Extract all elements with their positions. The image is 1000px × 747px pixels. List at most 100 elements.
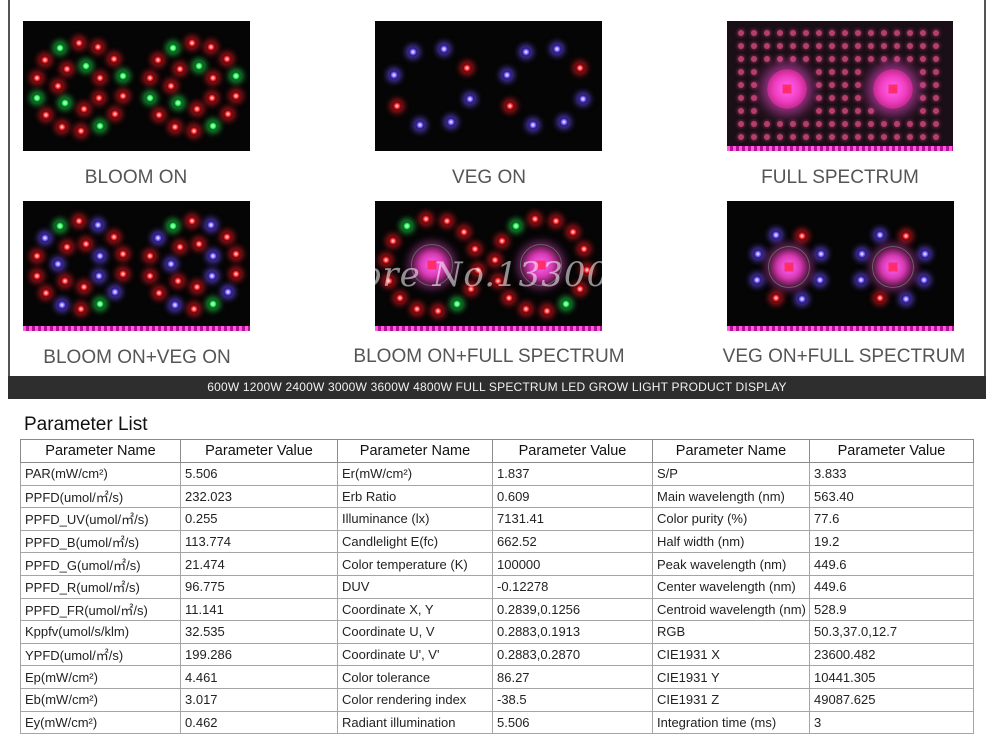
led-dot [76,304,86,314]
led-dot [752,275,762,285]
header-parameter-value: Parameter Value [492,439,653,463]
table-row: PPFD_G(umol/㎡/s) 21.474 Color temperature … [20,552,974,576]
led-dot [829,56,835,62]
led-dot [829,30,835,36]
led-dot [41,288,51,298]
led-dot [920,69,926,75]
led-dot [920,82,926,88]
param-value-cell: 0.2839,0.1256 [492,597,653,622]
led-dot [933,69,939,75]
caption-bloom-on: BLOOM ON [84,167,188,188]
param-name-cell: Candlelight E(fc) [337,529,493,554]
led-dot [920,30,926,36]
led-dot [920,43,926,49]
param-name-cell: YPFD(umol/㎡/s) [20,642,181,667]
led-dot [816,108,822,114]
led-dot [223,109,233,119]
led-dot [933,121,939,127]
led-dot [192,104,202,114]
param-name-cell: PPFD_R(umol/㎡/s) [20,574,181,599]
led-dot [79,282,89,292]
led-dot [868,43,874,49]
led-dot [392,101,402,111]
header-parameter-name: Parameter Name [337,439,493,463]
param-value-cell: 77.6 [809,507,974,531]
led-dot [231,91,241,101]
led-dot [74,216,84,226]
caption-full-spectrum: FULL SPECTRUM [761,167,919,188]
led-dot [751,121,757,127]
param-value-cell: 3.833 [809,462,974,486]
param-name-cell: Kppfv(umol/s/klm) [20,620,181,644]
led-dot [816,134,822,140]
led-dot [907,30,913,36]
param-value-cell: 449.6 [809,552,974,576]
param-value-cell: 3 [809,710,974,735]
param-value-cell: 3.017 [180,687,338,712]
led-dot [222,232,232,242]
parameter-table: Parameter Name Parameter Value Parameter… [20,439,974,735]
led-dot [433,306,443,316]
led-dot [412,304,422,314]
param-name-cell: Coordinate U', V' [337,642,493,667]
led-dot [894,30,900,36]
led-dot [95,121,105,131]
led-dot [816,82,822,88]
led-dot [76,126,86,136]
led-dot [579,244,589,254]
param-value-cell: 0.462 [180,710,338,735]
led-dot [168,221,178,231]
led-dot [207,93,217,103]
param-name-cell: PPFD_FR(umol/㎡/s) [20,597,181,622]
led-dot [816,249,825,259]
led-dot [189,126,199,136]
led-dot [439,44,449,54]
led-dot [933,56,939,62]
led-dot [575,284,585,294]
led-dot [521,304,531,314]
led-dot [868,30,874,36]
param-value-cell: 7131.41 [492,507,653,531]
led-dot [764,121,770,127]
led-dot [206,220,216,230]
led-dot [907,56,913,62]
led-dot [118,71,128,81]
led-dot [110,287,120,297]
led-dot [57,300,67,310]
param-name-cell: Coordinate X, Y [337,597,493,622]
led-dot [919,275,929,285]
led-dot [816,121,822,127]
led-dot [32,271,42,281]
led-dot [94,271,104,281]
led-dot [110,109,120,119]
param-value-cell: 0.2883,0.1913 [492,620,653,644]
param-name-cell: Color rendering index [337,687,493,712]
led-dot [95,251,105,261]
led-dot [920,134,926,140]
led-dot [751,43,757,49]
led-dot [93,220,103,230]
led-dot [751,30,757,36]
led-dot [790,43,796,49]
led-dot [79,104,89,114]
led-dot [816,30,822,36]
led-dot [55,43,65,53]
led-dot [920,56,926,62]
led-dot [194,239,204,249]
led-dot [751,69,757,75]
led-dot [57,122,67,132]
led-dot [738,82,744,88]
led-dot [777,30,783,36]
param-value-cell: 19.2 [809,529,974,554]
led-dot [223,287,233,297]
led-dot [816,56,822,62]
led-dot [170,122,180,132]
led-dot [855,43,861,49]
led-dot [933,108,939,114]
led-dot [842,43,848,49]
param-name-cell: PPFD_UV(umol/㎡/s) [20,507,181,531]
param-name-cell: Centroid wavelength (nm) [652,597,810,622]
led-dot [842,82,848,88]
cob-chip [873,69,913,109]
led-dot [920,108,926,114]
